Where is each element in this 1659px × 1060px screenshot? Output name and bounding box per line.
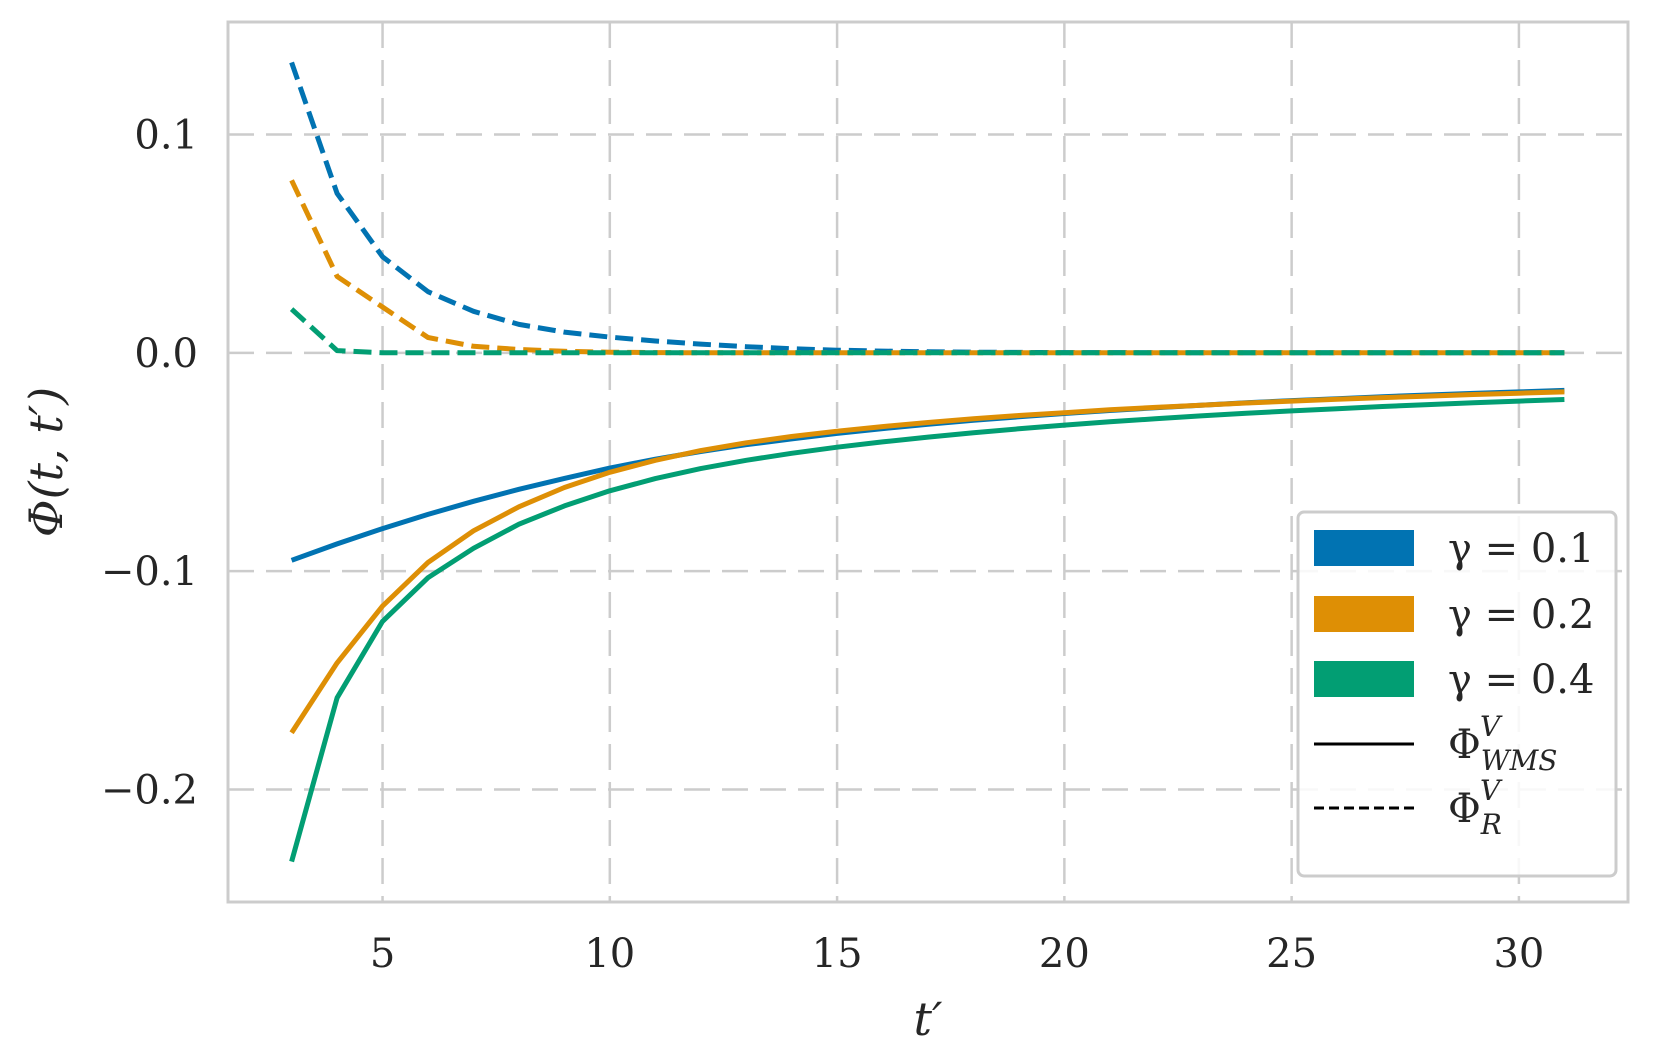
legend-label: ΦWMS xyxy=(1448,722,1557,777)
tick-labels: 5 10 15 20 25 30 −0.2 −0.1 0.0 0.1 xyxy=(101,112,1545,977)
y-tick-label: 0.0 xyxy=(134,331,198,377)
series-line-dashed xyxy=(289,179,1565,356)
x-tick-label: 25 xyxy=(1266,931,1317,977)
legend-label-superscript: V xyxy=(1480,774,1503,807)
series-line-solid xyxy=(289,389,1565,735)
plot-series xyxy=(289,61,1565,863)
y-tick-label: 0.1 xyxy=(134,112,198,158)
x-tick-label: 5 xyxy=(370,931,395,977)
x-tick-label: 10 xyxy=(584,931,635,977)
series-line-dashed xyxy=(289,307,1565,356)
legend-label: ΦR xyxy=(1448,786,1502,841)
x-tick-label: 30 xyxy=(1493,931,1544,977)
legend-swatch xyxy=(1314,530,1414,566)
y-tick-label: −0.2 xyxy=(101,768,198,814)
y-axis-label: Φ(t, t′) xyxy=(19,387,73,537)
y-tick-label: −0.1 xyxy=(101,549,198,595)
legend-swatch xyxy=(1314,661,1414,697)
series-line-dashed xyxy=(289,61,1565,356)
series-line-solid xyxy=(289,397,1565,863)
legend-label: γ = 0.4 xyxy=(1448,657,1594,703)
legend-label: γ = 0.1 xyxy=(1448,526,1594,572)
x-axis-label: t′ xyxy=(914,992,943,1046)
x-tick-label: 20 xyxy=(1039,931,1090,977)
x-tick-label: 15 xyxy=(812,931,863,977)
legend-swatch xyxy=(1314,596,1414,632)
legend-label: γ = 0.2 xyxy=(1448,592,1594,638)
plot-frame xyxy=(226,20,1630,904)
legend-label-superscript: V xyxy=(1480,710,1503,743)
